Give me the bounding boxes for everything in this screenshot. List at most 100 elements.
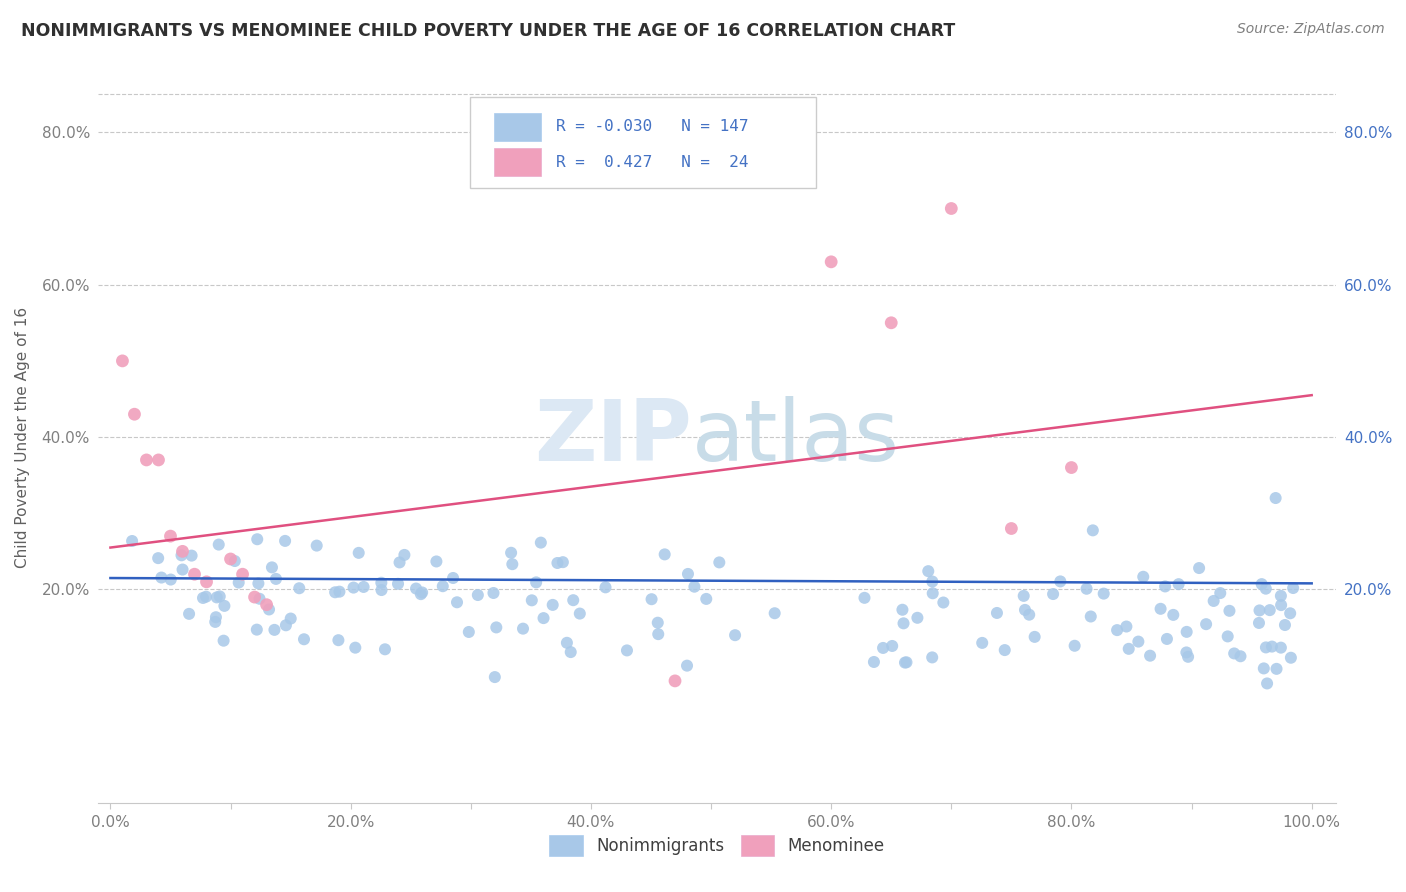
Point bbox=[1149, 602, 1171, 616]
Point bbox=[274, 618, 297, 632]
Point bbox=[425, 554, 447, 568]
Point bbox=[124, 407, 146, 421]
Point bbox=[1018, 607, 1040, 622]
Point bbox=[370, 575, 392, 590]
Point bbox=[482, 586, 505, 600]
Text: Source: ZipAtlas.com: Source: ZipAtlas.com bbox=[1237, 22, 1385, 37]
Point bbox=[986, 606, 1008, 620]
Point bbox=[896, 655, 918, 669]
Text: NONIMMIGRANTS VS MENOMINEE CHILD POVERTY UNDER THE AGE OF 16 CORRELATION CHART: NONIMMIGRANTS VS MENOMINEE CHILD POVERTY… bbox=[21, 22, 955, 40]
Point bbox=[1042, 587, 1064, 601]
Text: atlas: atlas bbox=[692, 395, 900, 479]
Point bbox=[664, 673, 686, 688]
Point bbox=[1216, 629, 1239, 643]
Point bbox=[111, 354, 134, 368]
Point bbox=[1188, 561, 1211, 575]
Point bbox=[148, 453, 170, 467]
Point bbox=[263, 623, 285, 637]
Point bbox=[387, 576, 409, 591]
Point bbox=[257, 602, 280, 616]
Point bbox=[562, 593, 585, 607]
Point bbox=[148, 551, 170, 566]
Point bbox=[246, 623, 269, 637]
Point bbox=[894, 656, 917, 670]
Point bbox=[676, 658, 699, 673]
Point bbox=[328, 633, 350, 648]
Point bbox=[280, 611, 302, 625]
Point bbox=[159, 573, 181, 587]
Point bbox=[1014, 603, 1036, 617]
Point bbox=[921, 586, 943, 600]
Point bbox=[1154, 579, 1177, 593]
Point bbox=[880, 316, 903, 330]
Point bbox=[214, 599, 236, 613]
Point bbox=[353, 580, 375, 594]
Point bbox=[1161, 607, 1184, 622]
Point bbox=[374, 642, 396, 657]
Point bbox=[441, 571, 464, 585]
Point bbox=[1202, 594, 1225, 608]
Point bbox=[1167, 577, 1189, 591]
Point bbox=[695, 591, 717, 606]
Point bbox=[205, 591, 228, 605]
Point bbox=[135, 453, 157, 467]
Point bbox=[484, 670, 506, 684]
Point bbox=[1024, 630, 1046, 644]
Point bbox=[411, 585, 433, 599]
Point bbox=[232, 567, 254, 582]
Point bbox=[1063, 639, 1085, 653]
Point bbox=[485, 620, 508, 634]
Point bbox=[264, 572, 287, 586]
Point bbox=[1265, 662, 1288, 676]
Point bbox=[219, 552, 242, 566]
Point bbox=[446, 595, 468, 609]
Text: R = -0.030   N = 147: R = -0.030 N = 147 bbox=[557, 120, 749, 135]
Point bbox=[1270, 589, 1292, 603]
Point bbox=[1253, 661, 1275, 675]
Point bbox=[647, 615, 669, 630]
Point bbox=[555, 636, 578, 650]
Point bbox=[467, 588, 489, 602]
Point bbox=[370, 582, 392, 597]
Point bbox=[159, 529, 181, 543]
Point bbox=[1270, 640, 1292, 655]
Point bbox=[246, 533, 269, 547]
Point bbox=[224, 554, 246, 568]
Point bbox=[344, 640, 367, 655]
Point bbox=[1060, 460, 1083, 475]
Point bbox=[683, 580, 706, 594]
Point bbox=[1132, 570, 1154, 584]
Point bbox=[1156, 632, 1178, 646]
Point bbox=[921, 574, 943, 589]
Point bbox=[204, 615, 226, 629]
Point bbox=[1254, 582, 1277, 596]
Point bbox=[1175, 624, 1198, 639]
Point bbox=[941, 202, 963, 216]
Point bbox=[150, 570, 173, 584]
Point bbox=[512, 622, 534, 636]
Point bbox=[1118, 641, 1140, 656]
Point bbox=[568, 607, 591, 621]
Point bbox=[172, 563, 194, 577]
Point bbox=[1223, 647, 1246, 661]
Point bbox=[560, 645, 582, 659]
Point bbox=[905, 611, 928, 625]
Point bbox=[654, 548, 676, 562]
Point bbox=[891, 603, 914, 617]
Point bbox=[1139, 648, 1161, 663]
Point bbox=[172, 544, 194, 558]
Y-axis label: Child Poverty Under the Age of 16: Child Poverty Under the Age of 16 bbox=[15, 307, 31, 567]
Point bbox=[520, 593, 543, 607]
Point bbox=[342, 581, 364, 595]
Point bbox=[524, 575, 547, 590]
Point bbox=[208, 590, 231, 604]
Point bbox=[647, 627, 669, 641]
Point bbox=[1195, 617, 1218, 632]
Point bbox=[546, 556, 568, 570]
Point bbox=[972, 636, 994, 650]
Point bbox=[388, 556, 411, 570]
Point bbox=[1256, 676, 1278, 690]
Point bbox=[1247, 615, 1270, 630]
Point bbox=[501, 557, 523, 571]
Point bbox=[347, 546, 370, 560]
